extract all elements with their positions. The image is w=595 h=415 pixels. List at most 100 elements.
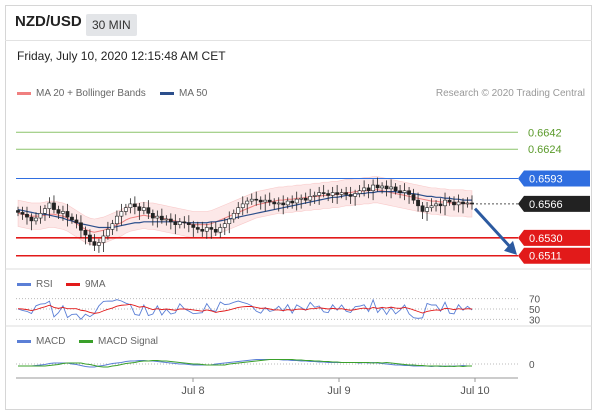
candle (420, 205, 425, 212)
candle (79, 222, 83, 231)
candle (416, 199, 420, 207)
signal-swatch (79, 339, 93, 343)
ma9-label: 9MA (85, 279, 106, 290)
candle (312, 195, 317, 197)
ma50-swatch (160, 91, 174, 95)
candle (339, 192, 344, 195)
rsi-tick-label: 50 (529, 305, 541, 316)
candle (186, 222, 191, 225)
candle (290, 200, 295, 204)
candle (29, 216, 34, 222)
candle (411, 194, 416, 201)
candle (249, 198, 254, 202)
candle (407, 190, 411, 195)
candle (344, 192, 349, 195)
macd-line (18, 359, 472, 368)
copyright: Research © 2020 Trading Central (435, 88, 585, 99)
candle (375, 184, 380, 189)
candle (16, 210, 20, 213)
candle (276, 202, 281, 205)
candle (236, 207, 241, 214)
legend-signal: MACD Signal (79, 336, 158, 347)
ma9-swatch (66, 282, 80, 286)
candle (146, 207, 151, 214)
candle (272, 201, 277, 205)
rsi-line (17, 298, 473, 321)
chart-frame (5, 5, 592, 410)
ma50-label: MA 50 (179, 88, 208, 99)
candle (182, 221, 187, 224)
candle (281, 202, 286, 206)
level-label: 0.6593 (529, 173, 563, 185)
candle (70, 216, 74, 221)
rsi-swatch (17, 282, 31, 286)
level-label: 0.6530 (529, 233, 563, 245)
candle (240, 203, 245, 208)
rsi-label: RSI (36, 279, 53, 290)
timestamp: Friday, July 10, 2020 12:15:48 AM CET (17, 49, 226, 63)
candle (20, 212, 25, 215)
candle (438, 203, 443, 207)
candle (425, 207, 429, 212)
forecast-arrow-head (504, 240, 517, 255)
candle (159, 215, 164, 221)
candle (389, 186, 393, 190)
forecast-arrow (473, 207, 513, 249)
candle (56, 209, 61, 214)
candle (137, 206, 142, 211)
candle (110, 223, 115, 230)
candle (123, 207, 128, 212)
candle (141, 207, 146, 211)
ma50-line (17, 191, 472, 229)
candle (191, 224, 196, 228)
candle (65, 211, 70, 218)
candle (402, 190, 407, 193)
candle (299, 197, 304, 200)
candle (209, 227, 214, 230)
candle (195, 227, 200, 230)
candle (330, 192, 335, 196)
candle (380, 185, 384, 189)
candle (231, 213, 236, 220)
bb-swatch (17, 91, 31, 95)
candle (61, 211, 65, 214)
level-label: 0.6511 (529, 251, 562, 263)
candle (294, 198, 299, 204)
candle (384, 185, 389, 190)
candle (326, 193, 331, 196)
level-label: 0.6624 (528, 144, 562, 156)
legend-bb: MA 20 + Bollinger Bands (17, 88, 146, 99)
legend-macd: MACD (17, 336, 65, 347)
candle (155, 215, 160, 219)
timeframe-badge[interactable]: 30 MIN (86, 14, 137, 36)
candle (43, 208, 47, 214)
ma20-line (17, 189, 472, 233)
candle (443, 199, 447, 207)
candle (335, 192, 340, 195)
x-tick-label: Jul 9 (327, 385, 350, 397)
legend-rsi: RSI (17, 279, 53, 290)
candle (173, 221, 178, 225)
candle (447, 199, 452, 203)
rsi-ma-line (17, 303, 473, 314)
candle (101, 235, 106, 243)
level-label: 0.6566 (529, 199, 563, 211)
candle (150, 213, 155, 219)
legend-9ma: 9MA (66, 279, 106, 290)
candle (128, 203, 133, 208)
candle (218, 227, 223, 233)
candle (245, 200, 250, 205)
candle (362, 187, 367, 192)
candle (303, 197, 308, 201)
candle (92, 241, 97, 246)
candle (258, 199, 263, 203)
candle (114, 215, 119, 225)
candle (348, 194, 353, 197)
candle (168, 218, 173, 223)
macd-label: MACD (36, 336, 66, 347)
candle (461, 201, 465, 205)
candle (177, 221, 182, 225)
x-tick-label: Jul 8 (181, 385, 204, 397)
candle (74, 219, 79, 224)
